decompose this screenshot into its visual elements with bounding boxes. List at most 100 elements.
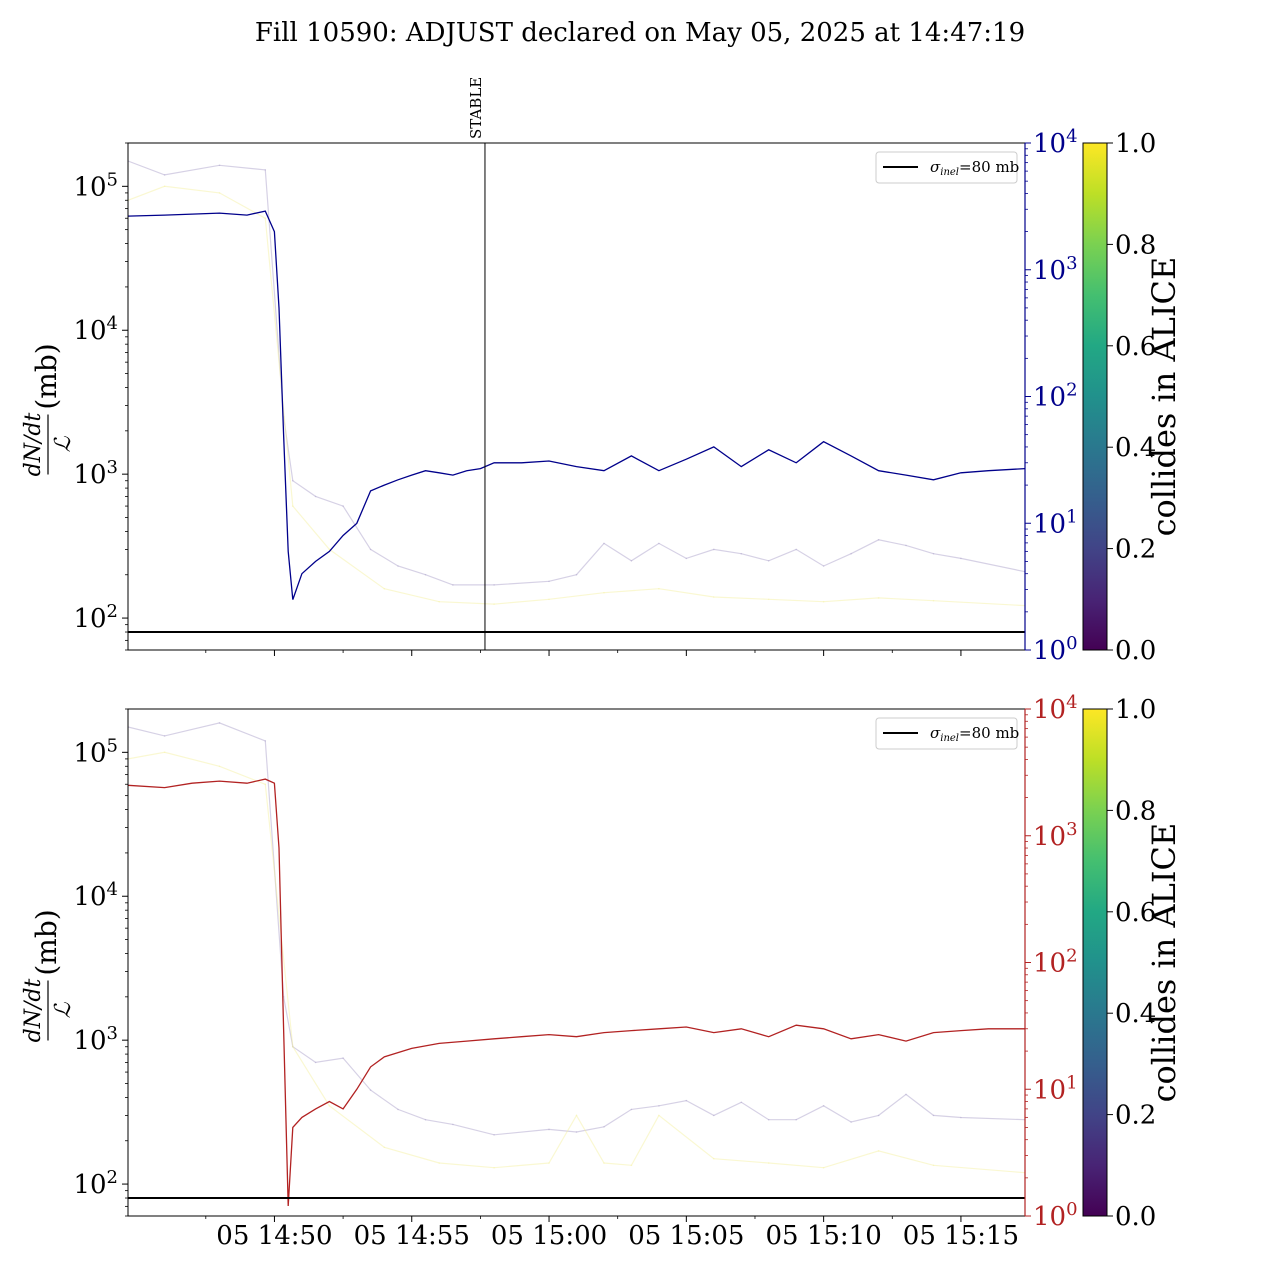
data-point-bottom-2-5: [328, 1105, 331, 1107]
chart-panel-top: STABLE 102 103 104 105 100 101 102 103 104 dN/dt ℒ (…: [21, 77, 1183, 666]
right-tick-label-bottom-4: 104: [1033, 692, 1078, 725]
data-point-bottom-2-3: [264, 783, 267, 786]
legend-box: [875, 151, 1018, 184]
chart-panel-bottom: 102 103 104 105 100 101 102 103 104 05 14:50 05 14…: [21, 692, 1183, 1251]
data-point-bottom-2-6: [383, 1146, 386, 1149]
data-point-bottom-1-1: [163, 735, 166, 737]
legend-bottom: σinel=80 mb: [875, 717, 1019, 750]
data-point-top-1-16: [630, 560, 633, 562]
x-tick-label-1: 05 14:55: [354, 1221, 470, 1251]
right-tick-label-bottom-2: 102: [1033, 946, 1078, 979]
right-tick-label-top-3: 103: [1033, 253, 1078, 286]
data-point-bottom-2-15: [767, 1162, 770, 1164]
right-tick-label-top-0: 100: [1033, 633, 1078, 666]
data-point-top-1-14: [575, 573, 578, 576]
colorbar-gradient: [1082, 708, 1108, 1217]
right-tick-label-top-2: 102: [1033, 380, 1078, 413]
series-line-top-1: [128, 160, 1025, 586]
data-point-bottom-1-12: [493, 1134, 495, 1136]
data-point-top-1-2: [218, 164, 221, 167]
data-point-bottom-2-10: [575, 1114, 578, 1117]
data-point-bottom-2-17: [877, 1150, 880, 1152]
colorbar-top: 0.0 0.2 0.4 0.6 0.8 1.0 collides in ALICE: [1082, 129, 1183, 666]
data-point-top-2-4: [292, 505, 294, 507]
x-tick-label-0: 05 14:50: [216, 1221, 332, 1251]
data-point-bottom-1-23: [822, 1105, 825, 1107]
y-tick-label-top-3: 105: [73, 169, 118, 202]
data-point-top-1-6: [314, 495, 317, 498]
y-label-unit: (mb): [30, 909, 63, 975]
stable-annotation: STABLE: [467, 77, 485, 139]
data-point-top-1-23: [822, 565, 825, 567]
data-point-bottom-1-16: [630, 1108, 633, 1111]
data-point-bottom-1-8: [369, 1089, 372, 1091]
right-tick-label-bottom-3: 103: [1033, 819, 1078, 852]
data-point-top-1-11: [452, 584, 454, 586]
data-point-bottom-1-15: [603, 1126, 605, 1128]
legend-box: [875, 717, 1018, 750]
data-point-bottom-2-14: [713, 1157, 715, 1160]
y-label-denominator: ℒ: [51, 435, 76, 452]
y-tick-label-bottom-2: 104: [73, 879, 118, 912]
data-point-bottom-2-1: [163, 751, 166, 754]
y-label-numerator: dN/dt: [21, 413, 46, 477]
data-point-top-1-13: [548, 580, 550, 583]
data-point-bottom-1-20: [740, 1101, 743, 1104]
data-point-top-1-27: [932, 552, 935, 555]
data-point-top-1-28: [960, 557, 962, 560]
data-point-bottom-2-11: [603, 1162, 605, 1164]
legend-top: σinel=80 mb: [875, 151, 1019, 184]
data-point-top-2-6: [383, 587, 386, 590]
data-point-bottom-1-11: [452, 1123, 454, 1126]
data-point-bottom-2-2: [218, 765, 221, 768]
data-point-top-1-19: [713, 548, 715, 551]
data-point-top-2-9: [548, 598, 550, 601]
right-tick-label-bottom-0: 100: [1033, 1199, 1078, 1232]
y-axis-label-top: dN/dt ℒ (mb): [21, 343, 76, 476]
data-point-bottom-1-24: [850, 1121, 852, 1123]
legend-label: σinel=80 mb: [930, 724, 1019, 744]
colorbar-bottom: 0.0 0.2 0.4 0.6 0.8 1.0 collides in ALICE: [1082, 695, 1183, 1232]
data-point-top-1-20: [740, 552, 743, 555]
data-point-bottom-2-16: [822, 1166, 825, 1169]
x-tick-label-3: 05 15:05: [628, 1221, 744, 1251]
figure-title: Fill 10590: ADJUST declared on May 05, 2…: [254, 18, 1026, 48]
x-tick-label-2: 05 15:00: [491, 1221, 607, 1251]
colorbar-gradient: [1082, 142, 1108, 651]
data-point-top-2-1: [163, 185, 166, 188]
data-point-bottom-1-22: [795, 1118, 797, 1121]
data-point-bottom-1-3: [264, 740, 267, 742]
y-tick-label-top-1: 103: [73, 457, 118, 490]
colorbar-tick-label: 0.4: [1115, 999, 1156, 1029]
data-point-top-1-8: [369, 548, 372, 551]
x-tick-label-4: 05 15:10: [765, 1221, 881, 1251]
data-point-bottom-2-13: [658, 1114, 660, 1117]
colorbar-tick-label: 0.2: [1115, 535, 1156, 565]
data-point-bottom-2-12: [630, 1164, 633, 1167]
y-axis-label-bottom: dN/dt ℒ (mb): [21, 909, 76, 1042]
y-tick-label-bottom-3: 105: [73, 735, 118, 768]
data-point-top-1-17: [658, 542, 660, 545]
data-point-top-2-3: [264, 217, 267, 220]
data-point-top-2-14: [822, 600, 825, 603]
colorbar-label: collides in ALICE: [1145, 823, 1183, 1103]
data-point-bottom-2-7: [438, 1162, 441, 1164]
data-point-top-1-1: [163, 174, 166, 176]
colorbar-tick-label: 0.0: [1115, 636, 1156, 666]
x-tick-label-5: 05 15:15: [903, 1221, 1019, 1251]
colorbar-tick-label: 1.0: [1115, 129, 1156, 159]
data-point-top-1-9: [397, 565, 399, 567]
colorbar-tick-label: 0.6: [1115, 332, 1156, 362]
y-tick-label-bottom-1: 103: [73, 1023, 118, 1056]
data-point-top-2-12: [713, 596, 715, 598]
data-point-bottom-2-9: [548, 1162, 550, 1164]
data-point-top-2-8: [493, 603, 495, 605]
y-tick-label-top-2: 104: [73, 313, 118, 346]
data-point-bottom-1-25: [877, 1114, 880, 1117]
data-point-top-1-5: [292, 479, 294, 482]
data-point-top-1-21: [767, 560, 770, 562]
colorbar-tick-label: 0.6: [1115, 898, 1156, 928]
data-point-top-1-3: [264, 169, 267, 171]
series-line-bottom-1: [128, 722, 1025, 1136]
